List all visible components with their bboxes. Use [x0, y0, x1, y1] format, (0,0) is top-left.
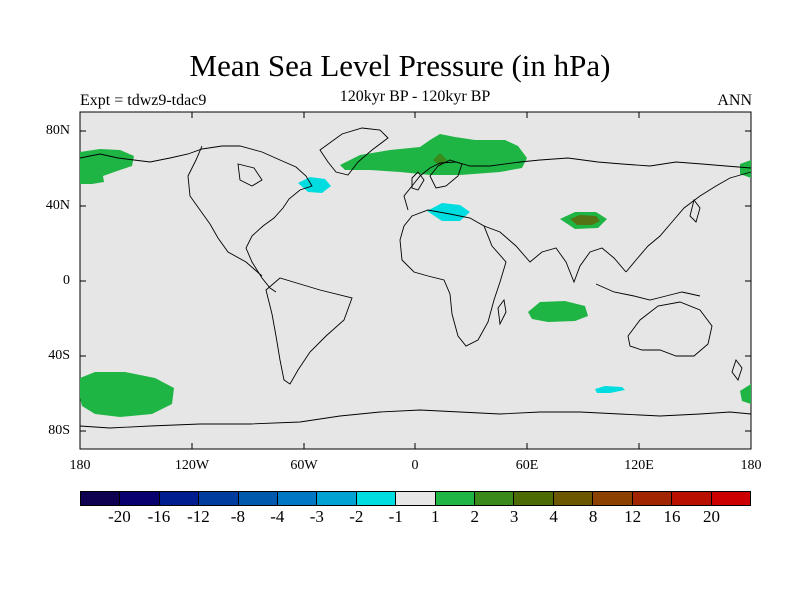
color-bar-cell — [159, 492, 200, 505]
color-bar-label: 16 — [663, 507, 681, 526]
color-bar-cell — [81, 492, 121, 505]
lat-tick-label: 0 — [63, 273, 70, 288]
coast-britain — [411, 171, 425, 191]
color-bar-label: 12 — [624, 507, 642, 526]
anomaly-labrador-sea — [298, 177, 331, 193]
color-bar-label: -12 — [187, 507, 210, 526]
color-bar-label: 4 — [549, 507, 558, 526]
anomaly-north-pacific-arctic — [80, 149, 134, 184]
lon-tick-label: 60W — [290, 458, 318, 473]
coast-new-zealand — [731, 359, 743, 381]
color-bar-label: 1 — [430, 507, 440, 526]
color-bar-cell — [317, 492, 357, 505]
color-bar-label: -1 — [388, 507, 403, 526]
color-bar-label: 8 — [588, 507, 598, 526]
lat-tick-label: 80N — [45, 123, 70, 138]
color-bar-cell — [356, 492, 397, 505]
color-bar-cell — [435, 492, 476, 505]
coast-madagascar — [497, 298, 507, 326]
coast-arabia-india — [483, 225, 627, 284]
anomaly-patches — [80, 134, 751, 417]
color-bar-label: -16 — [147, 507, 171, 526]
color-bar-label: -8 — [230, 507, 245, 526]
color-bar-label: -3 — [309, 507, 324, 526]
color-bar-label: 3 — [509, 507, 519, 526]
lon-tick-label: 180 — [740, 458, 762, 473]
map-title: Mean Sea Level Pressure (in hPa) — [189, 48, 611, 83]
color-bar-cell — [593, 492, 633, 505]
anomaly-east-siberia — [740, 160, 751, 178]
lon-tick-label: 120E — [624, 458, 654, 473]
color-bar-label: -4 — [270, 507, 285, 526]
anomaly-mediterranean — [427, 203, 470, 221]
coast-japan — [689, 198, 701, 223]
lon-tick-label: 0 — [411, 458, 419, 473]
lon-tick-label: 180 — [69, 458, 91, 473]
color-bar-cell — [514, 492, 554, 505]
color-bar-label: -20 — [108, 507, 131, 526]
coast-central-america-west — [187, 145, 263, 277]
coast-europe — [403, 157, 752, 211]
lat-tick-label: 80S — [48, 423, 70, 438]
coast-australia — [627, 301, 713, 357]
coast-indonesia — [595, 283, 701, 301]
coast-greenland — [319, 127, 389, 176]
anomaly-tibet-inner — [570, 215, 600, 225]
lon-tick-label: 60E — [515, 458, 539, 473]
anomaly-greenland-arctic — [340, 134, 527, 175]
color-bar-label: 20 — [703, 507, 721, 526]
color-bar-cell — [396, 492, 436, 505]
color-bar-cell — [120, 492, 160, 505]
coast-hudson-bay — [237, 163, 263, 187]
axis-ticks — [80, 112, 751, 449]
season-label: ANN — [717, 92, 752, 109]
subtitle: 120kyr BP - 120kyr BP — [339, 88, 491, 105]
lat-tick-label: 40S — [48, 348, 70, 363]
coast-north-america — [79, 145, 313, 293]
coastlines — [79, 127, 752, 429]
anomaly-southern-ocean-indian — [595, 386, 625, 393]
color-bar-label: -2 — [349, 507, 364, 526]
color-bar-cell — [553, 492, 594, 505]
color-bar-cell — [672, 492, 712, 505]
coast-antarctica — [79, 409, 752, 429]
lat-tick-label: 40N — [45, 198, 70, 213]
anomaly-southern-ocean-east — [740, 384, 751, 404]
anomaly-southern-ocean-pacific — [80, 372, 174, 417]
color-bar-cell — [475, 492, 515, 505]
color-bar — [80, 491, 751, 506]
coast-south-america — [265, 277, 353, 385]
color-bar-label: 2 — [470, 507, 479, 526]
color-bar-cell — [278, 492, 318, 505]
color-bar-cell — [238, 492, 279, 505]
color-bar-cell — [711, 492, 750, 505]
coast-asia-east — [625, 171, 752, 273]
lon-tick-label: 120W — [174, 458, 210, 473]
color-bar-cell — [632, 492, 673, 505]
experiment-label: Expt = tdwz9-tdac9 — [80, 92, 207, 109]
coast-scandinavia — [429, 159, 463, 189]
coast-africa — [399, 209, 507, 347]
anomaly-south-indian-ocean — [528, 301, 588, 322]
color-bar-cell — [199, 492, 239, 505]
